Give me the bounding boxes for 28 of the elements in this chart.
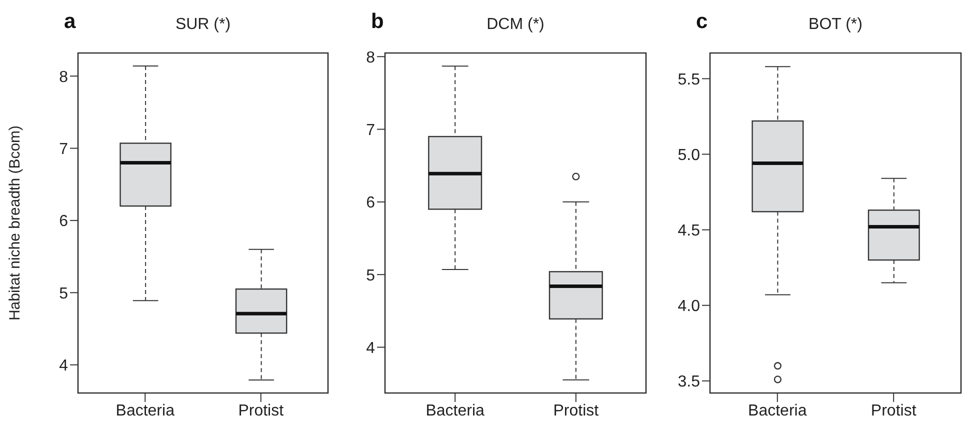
x-tick-label: Bacteria (116, 402, 175, 420)
y-tick-label: 4.5 (678, 222, 700, 240)
y-tick-label: 5 (366, 267, 376, 284)
y-tick-label: 5.0 (678, 146, 700, 164)
y-tick-label: 6 (59, 213, 68, 230)
chart-title: BOT (*) (808, 16, 864, 34)
y-tick-label: 4 (366, 340, 376, 357)
y-tick-label: 3.5 (678, 374, 700, 391)
y-tick-label: 8 (59, 68, 68, 86)
y-tick-label: 6 (366, 194, 376, 212)
y-tick-label: 7 (366, 122, 376, 139)
x-tick-label: Protist (553, 402, 600, 420)
y-tick-label: 4 (59, 358, 68, 375)
y-tick-label: 5.5 (678, 71, 700, 88)
text: b (371, 10, 384, 34)
x-tick-label: Bacteria (426, 402, 485, 420)
y-axis-title: Habitat niche breadth (Bcom) (6, 125, 24, 321)
y-tick-label: 7 (59, 140, 68, 158)
text: c (696, 10, 708, 34)
x-tick-label: Protist (870, 402, 917, 420)
x-tick-label: Bacteria (748, 402, 807, 420)
text: a (64, 10, 76, 34)
y-tick-label: 5 (59, 285, 68, 302)
x-tick-label: Protist (238, 402, 284, 420)
y-tick-label: 8 (366, 49, 376, 66)
y-tick-label: 4.0 (678, 298, 700, 316)
chart-title: SUR (*) (174, 16, 232, 34)
chart-title: DCM (*) (486, 16, 546, 34)
